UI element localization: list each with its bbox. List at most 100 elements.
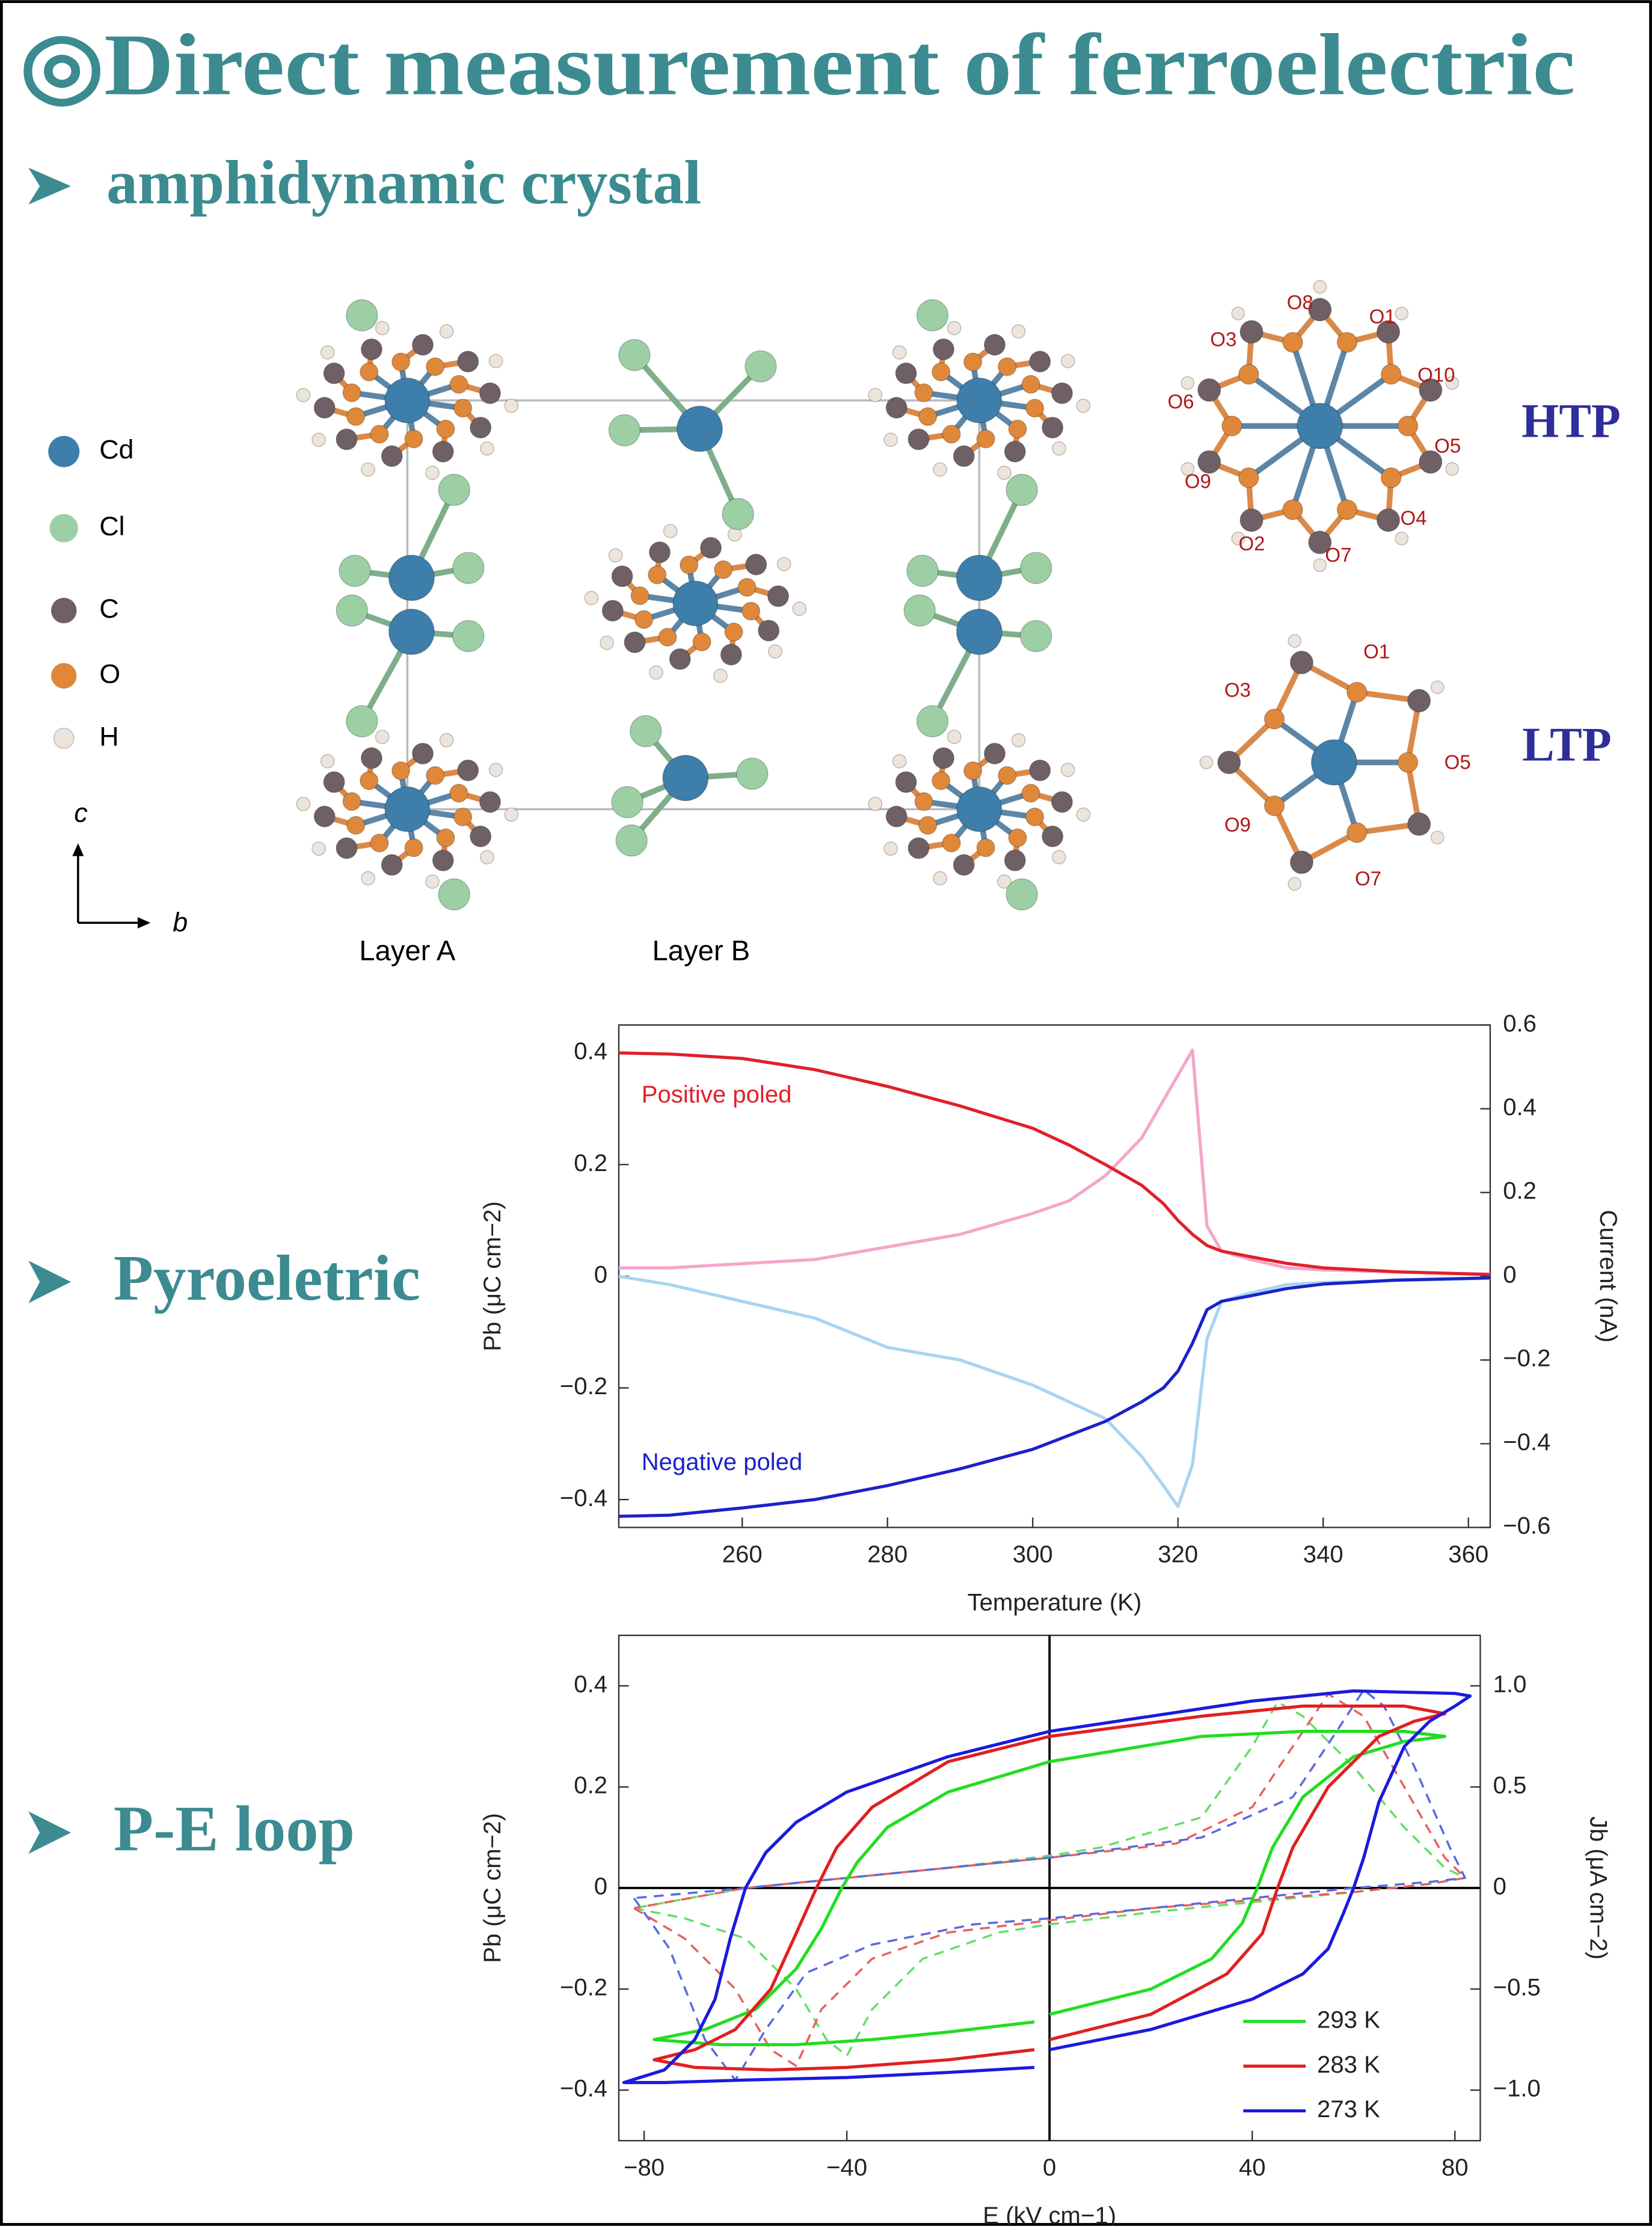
atom (1052, 792, 1073, 813)
atom (437, 829, 455, 847)
y2-tick-label: −0.5 (1493, 1975, 1541, 2001)
y2-tick-label: 0.6 (1503, 1010, 1537, 1037)
atom (917, 706, 948, 737)
atom (392, 762, 410, 780)
atom (370, 425, 388, 443)
atom (1030, 351, 1051, 372)
atom (426, 767, 444, 785)
atom (793, 602, 806, 615)
atom (1218, 751, 1241, 774)
atom (450, 784, 468, 802)
atom (413, 743, 434, 764)
atom (895, 772, 917, 793)
y2-tick-label: 0 (1493, 1874, 1506, 1900)
atom (346, 300, 378, 331)
atom (361, 872, 375, 885)
atom (1337, 500, 1357, 520)
atom (701, 537, 722, 558)
atom (904, 595, 935, 626)
atom (714, 669, 727, 682)
atom (895, 363, 917, 384)
atom (505, 808, 518, 821)
atom (336, 838, 357, 859)
atom (998, 767, 1016, 785)
y-tick-label: 0.4 (574, 1671, 607, 1698)
atom (673, 581, 717, 626)
atom (664, 524, 677, 538)
atom (1012, 734, 1025, 747)
atom (1022, 784, 1040, 802)
atom-icon (54, 728, 74, 748)
atom (361, 339, 382, 360)
atom-label: O10 (1417, 363, 1455, 386)
atom (505, 399, 518, 413)
atom (868, 797, 882, 810)
atom-label: O1 (1363, 641, 1390, 663)
y2-tick-label: −0.6 (1503, 1513, 1550, 1539)
y-tick-label: 0.2 (574, 1150, 607, 1176)
atom (1022, 375, 1040, 393)
atom (933, 339, 954, 360)
atom (1030, 760, 1051, 781)
x-tick-label: −80 (624, 2154, 665, 2181)
atom (389, 555, 435, 601)
atom (998, 466, 1011, 479)
atom (720, 644, 742, 665)
slide-frame (1, 2, 1650, 2225)
x-axis-label: Temperature (K) (968, 1590, 1142, 1616)
atom (1009, 829, 1027, 847)
atom (1006, 879, 1037, 910)
atom (948, 321, 961, 334)
atom (1021, 621, 1052, 652)
atom (1283, 500, 1303, 520)
atom-label: O9 (1224, 814, 1251, 836)
atom (489, 763, 502, 776)
atom (480, 383, 501, 404)
atom (376, 321, 389, 334)
atom (1004, 441, 1025, 463)
atom (915, 793, 933, 811)
atom (919, 816, 937, 834)
atom (343, 384, 361, 402)
atom (360, 363, 378, 381)
y-tick-label: 0.2 (574, 1772, 607, 1799)
y2-axis-label: Jb (μA cm−2) (1585, 1816, 1611, 1960)
atom (1240, 321, 1263, 343)
x-tick-label: 340 (1303, 1541, 1343, 1567)
atom (314, 806, 335, 827)
axis-name: c (74, 798, 87, 828)
legend-label: 273 K (1317, 2096, 1380, 2123)
section-label: P-E loop (114, 1793, 355, 1865)
atom (635, 610, 653, 629)
atom-label: O5 (1434, 434, 1461, 457)
atom (908, 429, 929, 450)
atom (742, 602, 760, 620)
y2-tick-label: 0.2 (1503, 1178, 1537, 1204)
atom (677, 406, 723, 452)
slide: ◎Direct measurement of ferroelectric amp… (0, 0, 1652, 2226)
atom (942, 834, 960, 852)
atom (714, 561, 732, 579)
title: ◎Direct measurement of ferroelectric (20, 16, 1576, 114)
atom (977, 839, 995, 857)
atom (405, 430, 423, 448)
y-axis-label: Pb (μC cm−2) (479, 1813, 506, 1963)
y2-tick-label: 0.4 (1503, 1094, 1537, 1121)
atom (389, 609, 435, 655)
atom (454, 808, 472, 826)
atom (321, 754, 334, 767)
series-label: Negative poled (642, 1449, 803, 1475)
atom (1347, 823, 1367, 843)
atom (1408, 689, 1431, 712)
y-axis-label: Pb (μC cm−2) (479, 1201, 506, 1351)
atom-icon (48, 436, 79, 467)
atom-icon (50, 514, 78, 543)
atom (984, 743, 1006, 764)
atom (957, 555, 1003, 601)
x-tick-label: 360 (1448, 1541, 1488, 1567)
atom (609, 414, 640, 446)
atom (908, 838, 929, 859)
atom-label: O3 (1224, 678, 1251, 701)
atom (942, 425, 960, 443)
atom (630, 716, 662, 747)
